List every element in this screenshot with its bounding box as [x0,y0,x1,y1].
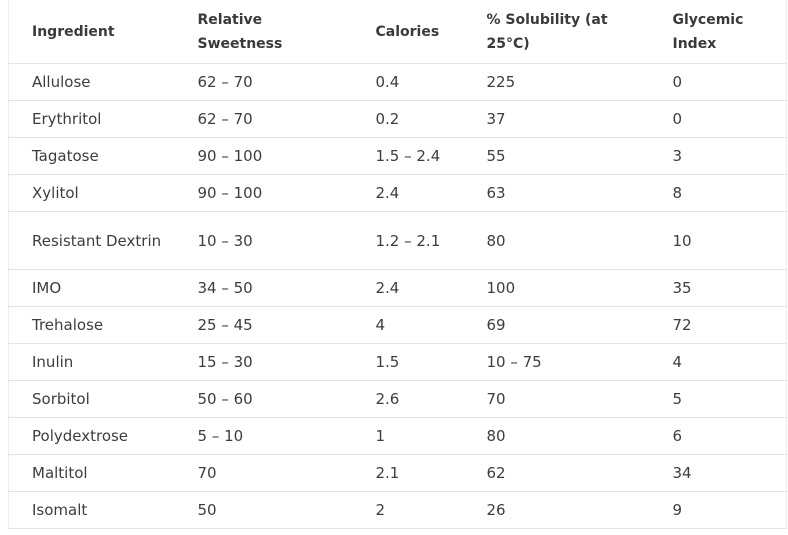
column-header-solubility: % Solubility (at 25°C) [462,0,649,64]
cell-glycemic-index: 34 [648,454,787,492]
table-row: Maltitol 70 2.1 62 34 [8,454,787,492]
cell-glycemic-index: 4 [648,343,787,381]
cell-ingredient: Trehalose [8,306,174,344]
cell-calories: 1.2 – 2.1 [351,211,463,270]
cell-relative-sweetness: 62 – 70 [173,100,352,138]
cell-solubility: 26 [462,491,649,529]
column-header-glycemic-index: Glycemic Index [648,0,787,64]
cell-ingredient: Tagatose [8,137,174,175]
cell-solubility: 62 [462,454,649,492]
cell-solubility: 80 [462,417,649,455]
cell-solubility: 100 [462,269,649,307]
cell-ingredient: Isomalt [8,491,174,529]
table-row: Erythritol 62 – 70 0.2 37 0 [8,100,787,138]
table-row: Inulin 15 – 30 1.5 10 – 75 4 [8,343,787,381]
cell-glycemic-index: 5 [648,380,787,418]
cell-ingredient: Allulose [8,63,174,101]
cell-calories: 0.2 [351,100,463,138]
table-row: Trehalose 25 – 45 4 69 72 [8,306,787,344]
cell-relative-sweetness: 10 – 30 [173,211,352,270]
table-row: Sorbitol 50 – 60 2.6 70 5 [8,380,787,418]
cell-glycemic-index: 9 [648,491,787,529]
cell-calories: 2.1 [351,454,463,492]
table-row: Isomalt 50 2 26 9 [8,491,787,529]
cell-solubility: 37 [462,100,649,138]
cell-relative-sweetness: 34 – 50 [173,269,352,307]
cell-calories: 1.5 [351,343,463,381]
cell-glycemic-index: 8 [648,174,787,212]
table-header: Ingredient Relative Sweetness Calories %… [8,0,787,64]
cell-relative-sweetness: 90 – 100 [173,137,352,175]
cell-calories: 2.6 [351,380,463,418]
cell-glycemic-index: 35 [648,269,787,307]
cell-calories: 2.4 [351,174,463,212]
cell-solubility: 63 [462,174,649,212]
table-row: Resistant Dextrin 10 – 30 1.2 – 2.1 80 1… [8,211,787,270]
table-body: Allulose 62 – 70 0.4 225 0 Erythritol 62… [8,63,787,529]
cell-ingredient: Polydextrose [8,417,174,455]
sweetener-comparison-table: Ingredient Relative Sweetness Calories %… [8,0,787,529]
cell-calories: 2.4 [351,269,463,307]
column-header-ingredient: Ingredient [8,0,174,64]
cell-ingredient: Xylitol [8,174,174,212]
cell-relative-sweetness: 50 – 60 [173,380,352,418]
cell-relative-sweetness: 25 – 45 [173,306,352,344]
cell-glycemic-index: 0 [648,63,787,101]
cell-glycemic-index: 3 [648,137,787,175]
cell-solubility: 55 [462,137,649,175]
cell-calories: 4 [351,306,463,344]
cell-calories: 1 [351,417,463,455]
cell-solubility: 70 [462,380,649,418]
cell-glycemic-index: 72 [648,306,787,344]
cell-glycemic-index: 0 [648,100,787,138]
cell-ingredient: Sorbitol [8,380,174,418]
cell-ingredient: IMO [8,269,174,307]
cell-relative-sweetness: 90 – 100 [173,174,352,212]
cell-relative-sweetness: 50 [173,491,352,529]
table-row: Xylitol 90 – 100 2.4 63 8 [8,174,787,212]
column-header-relative-sweetness: Relative Sweetness [173,0,352,64]
column-header-calories: Calories [351,0,463,64]
table-row: IMO 34 – 50 2.4 100 35 [8,269,787,307]
cell-relative-sweetness: 70 [173,454,352,492]
cell-solubility: 10 – 75 [462,343,649,381]
cell-glycemic-index: 6 [648,417,787,455]
cell-ingredient: Maltitol [8,454,174,492]
cell-relative-sweetness: 15 – 30 [173,343,352,381]
table-row: Allulose 62 – 70 0.4 225 0 [8,63,787,101]
cell-solubility: 225 [462,63,649,101]
cell-ingredient: Resistant Dextrin [8,211,174,270]
cell-ingredient: Erythritol [8,100,174,138]
table-row: Tagatose 90 – 100 1.5 – 2.4 55 3 [8,137,787,175]
table-row: Polydextrose 5 – 10 1 80 6 [8,417,787,455]
cell-relative-sweetness: 62 – 70 [173,63,352,101]
cell-ingredient: Inulin [8,343,174,381]
cell-calories: 2 [351,491,463,529]
cell-calories: 0.4 [351,63,463,101]
cell-solubility: 80 [462,211,649,270]
cell-glycemic-index: 10 [648,211,787,270]
cell-solubility: 69 [462,306,649,344]
header-row: Ingredient Relative Sweetness Calories %… [8,0,787,64]
cell-relative-sweetness: 5 – 10 [173,417,352,455]
cell-calories: 1.5 – 2.4 [351,137,463,175]
